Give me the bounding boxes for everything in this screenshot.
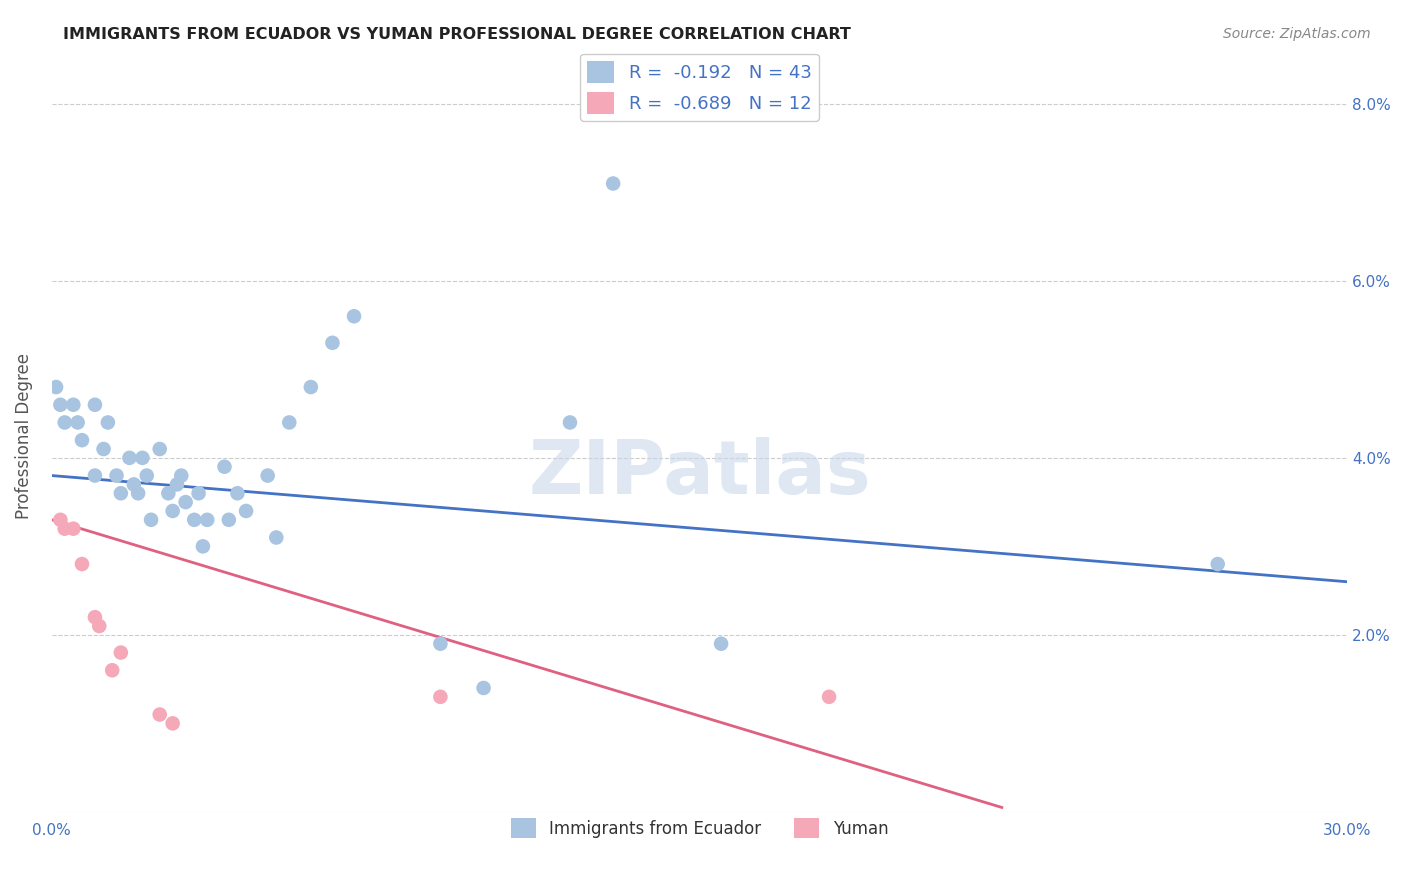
Point — [710, 637, 733, 651]
Point — [218, 513, 240, 527]
Point — [139, 513, 162, 527]
Point — [321, 335, 343, 350]
Point — [62, 398, 84, 412]
Point — [558, 416, 581, 430]
Point — [84, 398, 107, 412]
Point — [118, 450, 141, 465]
Point — [149, 442, 172, 456]
Point — [45, 380, 67, 394]
Point — [166, 477, 188, 491]
Point — [187, 486, 209, 500]
Point — [226, 486, 249, 500]
Point — [214, 459, 236, 474]
Point — [429, 637, 451, 651]
Point — [235, 504, 257, 518]
Point — [472, 681, 495, 695]
Point — [602, 177, 624, 191]
Text: IMMIGRANTS FROM ECUADOR VS YUMAN PROFESSIONAL DEGREE CORRELATION CHART: IMMIGRANTS FROM ECUADOR VS YUMAN PROFESS… — [63, 27, 851, 42]
Point — [149, 707, 172, 722]
Point — [105, 468, 128, 483]
Point — [84, 468, 107, 483]
Point — [110, 646, 132, 660]
Point — [122, 477, 145, 491]
Point — [162, 504, 184, 518]
Point — [170, 468, 193, 483]
Point — [101, 663, 124, 677]
Point — [157, 486, 180, 500]
Point — [299, 380, 322, 394]
Point — [162, 716, 184, 731]
Point — [70, 433, 93, 447]
Point — [49, 398, 72, 412]
Point — [131, 450, 153, 465]
Point — [53, 522, 76, 536]
Point — [97, 416, 120, 430]
Point — [256, 468, 278, 483]
Point — [195, 513, 218, 527]
Point — [53, 416, 76, 430]
Point — [174, 495, 197, 509]
Point — [93, 442, 115, 456]
Point — [110, 486, 132, 500]
Point — [343, 310, 366, 324]
Point — [429, 690, 451, 704]
Point — [127, 486, 149, 500]
Legend: Immigrants from Ecuador, Yuman: Immigrants from Ecuador, Yuman — [503, 811, 896, 845]
Point — [135, 468, 157, 483]
Point — [278, 416, 301, 430]
Point — [84, 610, 107, 624]
Point — [1206, 557, 1229, 571]
Point — [191, 540, 214, 554]
Point — [62, 522, 84, 536]
Point — [89, 619, 111, 633]
Text: ZIPatlas: ZIPatlas — [529, 437, 870, 510]
Point — [818, 690, 841, 704]
Y-axis label: Professional Degree: Professional Degree — [15, 352, 32, 519]
Point — [49, 513, 72, 527]
Point — [183, 513, 205, 527]
Point — [266, 531, 288, 545]
Point — [70, 557, 93, 571]
Point — [66, 416, 89, 430]
Text: Source: ZipAtlas.com: Source: ZipAtlas.com — [1223, 27, 1371, 41]
